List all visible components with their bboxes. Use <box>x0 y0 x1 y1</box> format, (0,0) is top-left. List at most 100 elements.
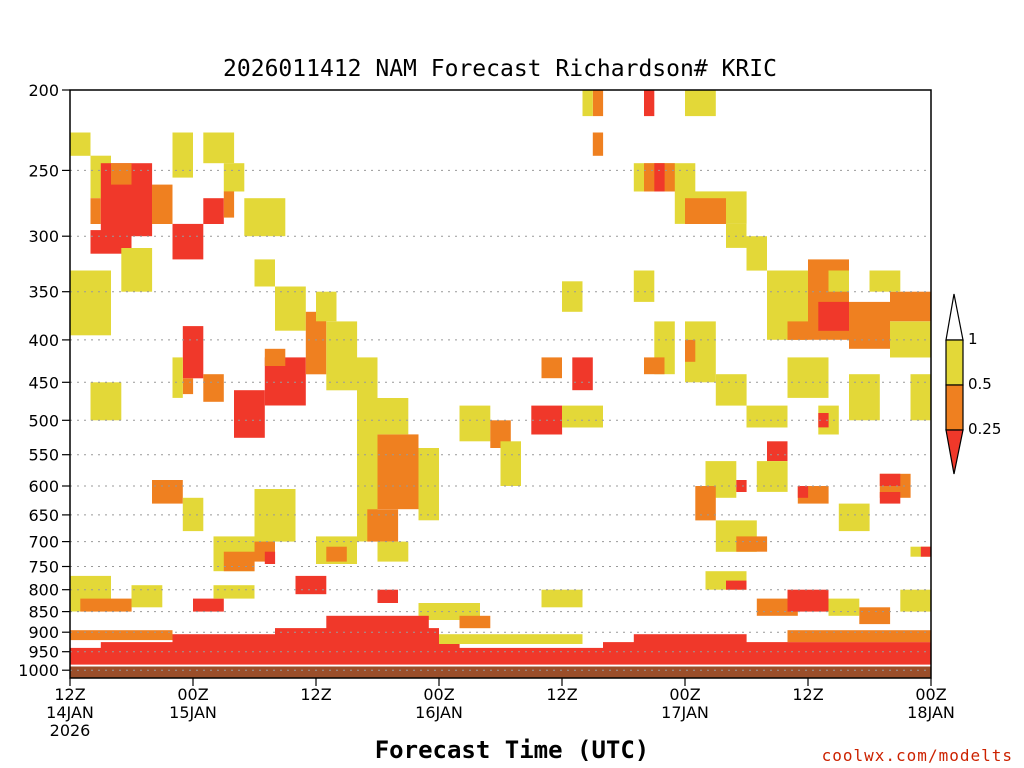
heatmap-cell-120 <box>326 615 429 631</box>
x-tick-label-7-0: 00Z <box>915 685 946 704</box>
legend-bin-orange <box>945 384 964 431</box>
heatmap-cell-45 <box>490 420 511 448</box>
heatmap-cell-56 <box>685 90 716 117</box>
plot-frame <box>69 89 932 679</box>
heatmap-cell-53 <box>582 90 593 117</box>
legend-bin-above-1 <box>945 293 964 341</box>
heatmap-cell-4 <box>111 163 132 185</box>
heatmap-cell-35 <box>182 497 204 532</box>
y-tick-label-750: 750 <box>28 558 59 577</box>
heatmap-cell-111 <box>726 580 747 590</box>
heatmap-cell-101 <box>80 598 132 612</box>
credit-link[interactable]: coolwx.com/modelts <box>822 746 1013 765</box>
heatmap-cell-55 <box>644 90 655 117</box>
heatmap-cell-44 <box>459 405 491 442</box>
heatmap-cell-79 <box>869 270 901 292</box>
heatmap-cell-32 <box>377 398 409 435</box>
x-tick-label-4-0: 12Z <box>546 685 577 704</box>
heatmap-cell-114 <box>828 598 860 616</box>
heatmap-cell-108 <box>459 615 491 629</box>
heatmap-cell-116 <box>900 589 932 612</box>
color-legend: 1 0.5 0.25 <box>945 293 1001 475</box>
heatmap-cell-76 <box>828 270 849 292</box>
heatmap-cell-97 <box>879 492 901 504</box>
legend-label-0-25: 0.25 <box>968 420 1001 438</box>
heatmap-cell-14 <box>121 248 153 292</box>
y-tick-label-300: 300 <box>28 227 59 246</box>
x-tick-label-3-0: 00Z <box>423 685 454 704</box>
heatmap-cell-27 <box>326 321 358 391</box>
heatmap-cell-123 <box>633 634 747 644</box>
ground-layer <box>70 664 931 678</box>
x-tick-label-1-1: 15JAN <box>169 703 217 722</box>
heatmap-cell-104 <box>213 585 255 599</box>
heatmap-cell-49 <box>572 357 593 391</box>
heatmap-cell-12 <box>223 191 235 218</box>
y-axis-ticks: 200 250 300 350 400 450 500 550 600 650 700 750 800 8… <box>18 81 70 680</box>
y-tick-label-600: 600 <box>28 477 59 496</box>
heatmap-cell-5 <box>90 230 132 254</box>
y-tick-label-400: 400 <box>28 331 59 350</box>
x-tick-label-1-0: 00Z <box>177 685 208 704</box>
heatmap-cell-24 <box>264 348 286 366</box>
heatmap-cell-90 <box>736 536 768 552</box>
x-tick-label-5-1: 17JAN <box>661 703 709 722</box>
heatmap-cell-94 <box>838 503 870 532</box>
y-tick-label-900: 900 <box>28 623 59 642</box>
heatmap-cell-34 <box>152 480 183 504</box>
chart-title: 2026011412 NAM Forecast Richardson# KRIC <box>223 56 777 82</box>
heatmap-cell-105 <box>295 575 327 595</box>
surface-line <box>70 664 931 667</box>
heatmap-cell-102 <box>131 585 163 608</box>
y-tick-label-850: 850 <box>28 603 59 622</box>
heatmap-cell-126 <box>439 634 583 644</box>
heatmap-cell-43 <box>377 541 409 562</box>
heatmap-cell-75 <box>818 301 850 331</box>
heatmap-cell-18 <box>182 326 204 379</box>
legend-bin-red <box>945 429 964 475</box>
heatmap-cell-124 <box>787 630 931 643</box>
heatmap-cell-61 <box>685 198 726 224</box>
heatmap-cell-0 <box>70 132 91 156</box>
x-tick-label-0-0: 12Z <box>54 685 85 704</box>
heatmap-cell-54 <box>592 132 604 156</box>
y-tick-label-250: 250 <box>28 161 59 180</box>
heatmap-cell-31 <box>418 448 439 521</box>
heatmap-cell-15 <box>244 198 286 237</box>
heatmap-cell-115 <box>859 607 891 625</box>
heatmap-cell-71 <box>787 357 829 398</box>
x-tick-label-0-2: 2026 <box>50 721 91 740</box>
heatmap-cell-16 <box>254 259 275 287</box>
heatmap-cell-88 <box>695 486 716 521</box>
heatmap-cell-103 <box>193 598 224 612</box>
heatmap-cell-122 <box>603 642 931 650</box>
legend-bin-yellow <box>945 339 964 386</box>
heatmap-cell-117 <box>70 647 931 665</box>
heatmap-cell-6 <box>152 184 173 224</box>
heatmap-cell-25 <box>305 311 327 375</box>
x-tick-label-3-1: 16JAN <box>415 703 463 722</box>
heatmap-cell-29 <box>377 434 419 510</box>
heatmap-cell-28 <box>357 357 378 542</box>
heatmap-cell-70 <box>746 405 788 428</box>
heatmap-cells <box>70 90 932 665</box>
heatmap-cell-125 <box>70 630 173 641</box>
heatmap-cell-98 <box>910 546 931 557</box>
heatmap-cell-78 <box>890 291 931 322</box>
heatmap-cell-66 <box>644 357 665 375</box>
heatmap-cell-10 <box>203 198 224 224</box>
y-tick-label-450: 450 <box>28 373 59 392</box>
heatmap-cell-113 <box>787 589 829 612</box>
heatmap-cell-8 <box>172 132 193 178</box>
y-tick-label-500: 500 <box>28 411 59 430</box>
heatmap-cell-26 <box>316 291 337 322</box>
heatmap-cell-68 <box>685 339 696 362</box>
heatmap-cell-96 <box>879 473 901 486</box>
heatmap-cell-99 <box>920 546 932 557</box>
heatmap-cell-22 <box>234 390 265 438</box>
heatmap-cell-7 <box>172 223 204 260</box>
x-tick-label-6-0: 12Z <box>792 685 823 704</box>
